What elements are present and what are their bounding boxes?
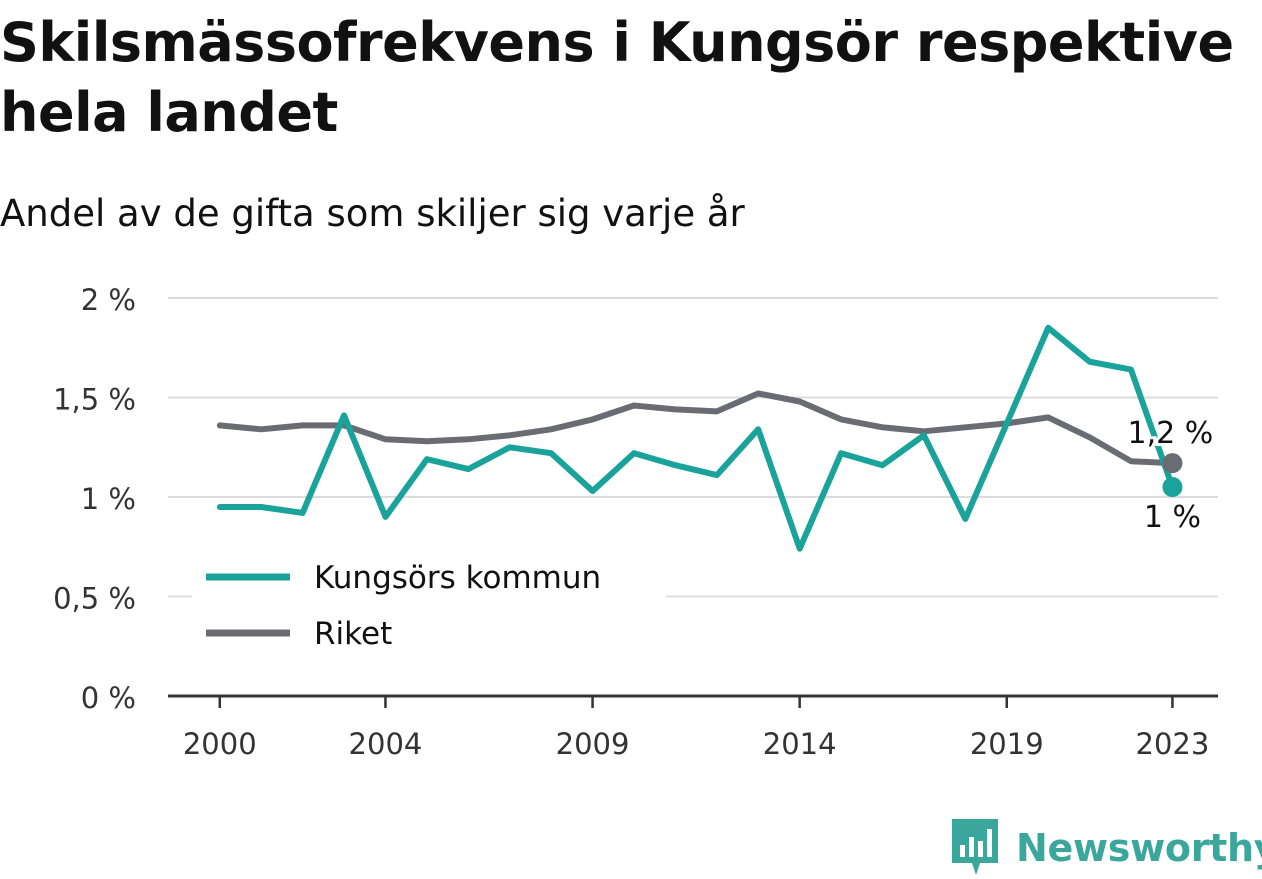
end-point-marker: [1162, 477, 1183, 498]
x-tick-label: 2023: [1136, 727, 1210, 761]
series-line: [216, 390, 1176, 467]
brand-name: Newsworthy: [1016, 826, 1262, 870]
x-tick-label: 2000: [183, 727, 257, 761]
legend-background: [192, 548, 666, 598]
x-tick-label: 2009: [556, 727, 630, 761]
x-tick-label: 2019: [970, 727, 1044, 761]
end-value-label: 1 %: [1144, 500, 1201, 535]
end-value-label: 1,2 %: [1128, 416, 1214, 451]
chart-title: Skilsmässofrekvens i Kungsör respektive …: [0, 11, 1234, 144]
end-point-marker: [1162, 453, 1183, 474]
newsworthy-logo-icon: [952, 819, 998, 875]
x-tick-label: 2004: [349, 727, 423, 761]
y-tick-label: 1,5 %: [53, 383, 136, 417]
y-tick-label: 0 %: [81, 681, 136, 715]
legend: Kungsörs kommun Riket: [192, 548, 666, 652]
x-tick-label: 2014: [763, 727, 837, 761]
chart-subtitle: Andel av de gifta som skiljer sig varje …: [0, 192, 745, 235]
y-tick-label: 1 %: [81, 482, 136, 516]
legend-label: Kungsörs kommun: [314, 560, 601, 596]
y-tick-label: 0,5 %: [53, 582, 136, 616]
y-tick-label: 2 %: [81, 283, 136, 317]
x-axis: 2000 2004 2009 2014 2019 2023: [168, 694, 1218, 761]
legend-label: Riket: [314, 616, 392, 652]
newsworthy-logo: Newsworthy: [950, 818, 1262, 878]
y-axis-ticks: 0 % 0,5 % 1 % 1,5 % 2 %: [53, 283, 136, 715]
series-lines: 1,2 % 1 %: [216, 324, 1216, 552]
series-line: [216, 324, 1176, 552]
